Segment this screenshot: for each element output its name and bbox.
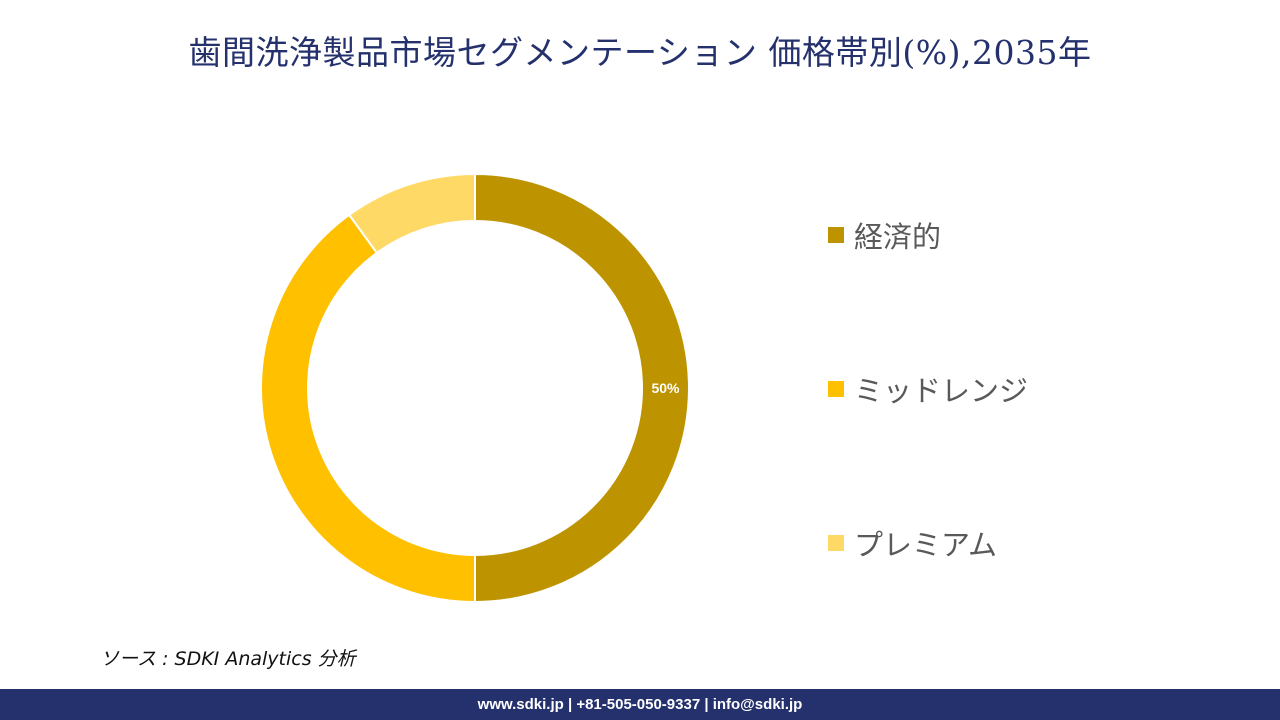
legend-item-2: ミッドレンジ <box>828 368 1028 410</box>
legend-label-2: ミッドレンジ <box>854 374 1029 408</box>
legend-swatch-1 <box>828 227 844 243</box>
donut-slice-1 <box>474 172 690 604</box>
legend-swatch-2 <box>828 381 844 397</box>
donut-slice-2 <box>260 213 476 604</box>
legend-item-1: 経済的 <box>828 214 941 256</box>
legend-label-3: プレミアム <box>854 528 997 562</box>
donut-slice-3 <box>347 172 476 255</box>
data-label-1: 50% <box>651 380 680 396</box>
legend-label-1: 経済的 <box>854 220 942 254</box>
footer-contact: www.sdki.jp | +81-505-050-9337 | info@sd… <box>477 696 803 713</box>
legend-item-3: プレミアム <box>828 522 997 564</box>
donut-slices <box>260 172 690 604</box>
chart-title: 歯間洗浄製品市場セグメンテーション 価格帯別(%),2035年 <box>188 33 1092 72</box>
donut-data-labels: 50% <box>651 380 680 396</box>
footer-bar: www.sdki.jp | +81-505-050-9337 | info@sd… <box>0 689 1280 720</box>
source-note: ソース : SDKI Analytics 分析 <box>100 648 356 670</box>
legend-swatch-3 <box>828 535 844 551</box>
